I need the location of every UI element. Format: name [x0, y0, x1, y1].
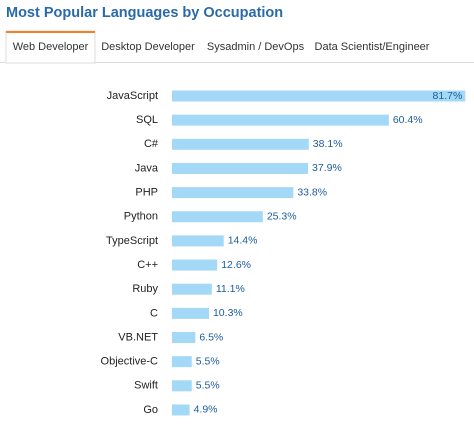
value-label: 38.1% [313, 138, 343, 150]
bar [172, 138, 309, 150]
category-label: TypeScript [106, 235, 158, 247]
value-label: 25.3% [267, 211, 297, 223]
category-label: C [150, 307, 158, 319]
tab-label[interactable]: Sysadmin / DevOps [207, 41, 305, 53]
category-label: Go [143, 404, 158, 416]
value-label: 60.4% [393, 114, 423, 126]
bar [172, 356, 192, 368]
value-label: 10.3% [213, 307, 243, 319]
tab-label[interactable]: Data Scientist/Engineer [315, 41, 430, 53]
value-label: 5.5% [196, 355, 220, 367]
category-label: VB.NET [118, 331, 158, 343]
value-label: 11.1% [216, 283, 245, 295]
bar [172, 187, 294, 199]
value-label: 33.8% [297, 186, 327, 198]
category-label: Java [135, 162, 159, 174]
category-label: C# [144, 138, 159, 150]
value-label: 5.5% [196, 380, 220, 392]
value-label: 12.6% [221, 259, 251, 271]
active-tab[interactable] [5, 30, 96, 64]
value-label: 14.4% [228, 235, 258, 247]
bar [172, 162, 309, 174]
bar [172, 259, 218, 271]
category-label: SQL [136, 114, 158, 126]
tab-label[interactable]: Web Developer [13, 41, 89, 53]
category-label: JavaScript [107, 90, 158, 102]
tab-label[interactable]: Desktop Developer [101, 41, 195, 53]
bar [172, 235, 224, 247]
tab-bar: Web Developer Desktop Developer Sysadmin /… [5, 30, 430, 64]
bar [172, 332, 196, 343]
plot: JavaScript 81.7% SQL 60.4% C# 38.1% Java 37.9% P… [101, 90, 466, 416]
bar [172, 380, 192, 392]
category-label: Ruby [132, 283, 158, 295]
bar [172, 283, 212, 295]
bar [172, 211, 263, 223]
category-label: Objective-C [101, 356, 159, 368]
bar [172, 307, 209, 319]
chart-title: Most Popular Languages by Occupation [6, 5, 283, 21]
active-tab-indicator [6, 31, 95, 33]
value-label: 4.9% [194, 404, 218, 416]
category-label: PHP [135, 187, 158, 199]
category-label: Swift [134, 380, 158, 392]
category-label: C++ [137, 259, 158, 271]
value-label: 81.7% [433, 90, 463, 102]
value-label: 37.9% [312, 162, 342, 174]
bar [172, 114, 389, 126]
bar [172, 90, 466, 102]
category-label: Python [124, 211, 158, 223]
bar [172, 404, 190, 416]
value-label: 6.5% [199, 331, 223, 343]
